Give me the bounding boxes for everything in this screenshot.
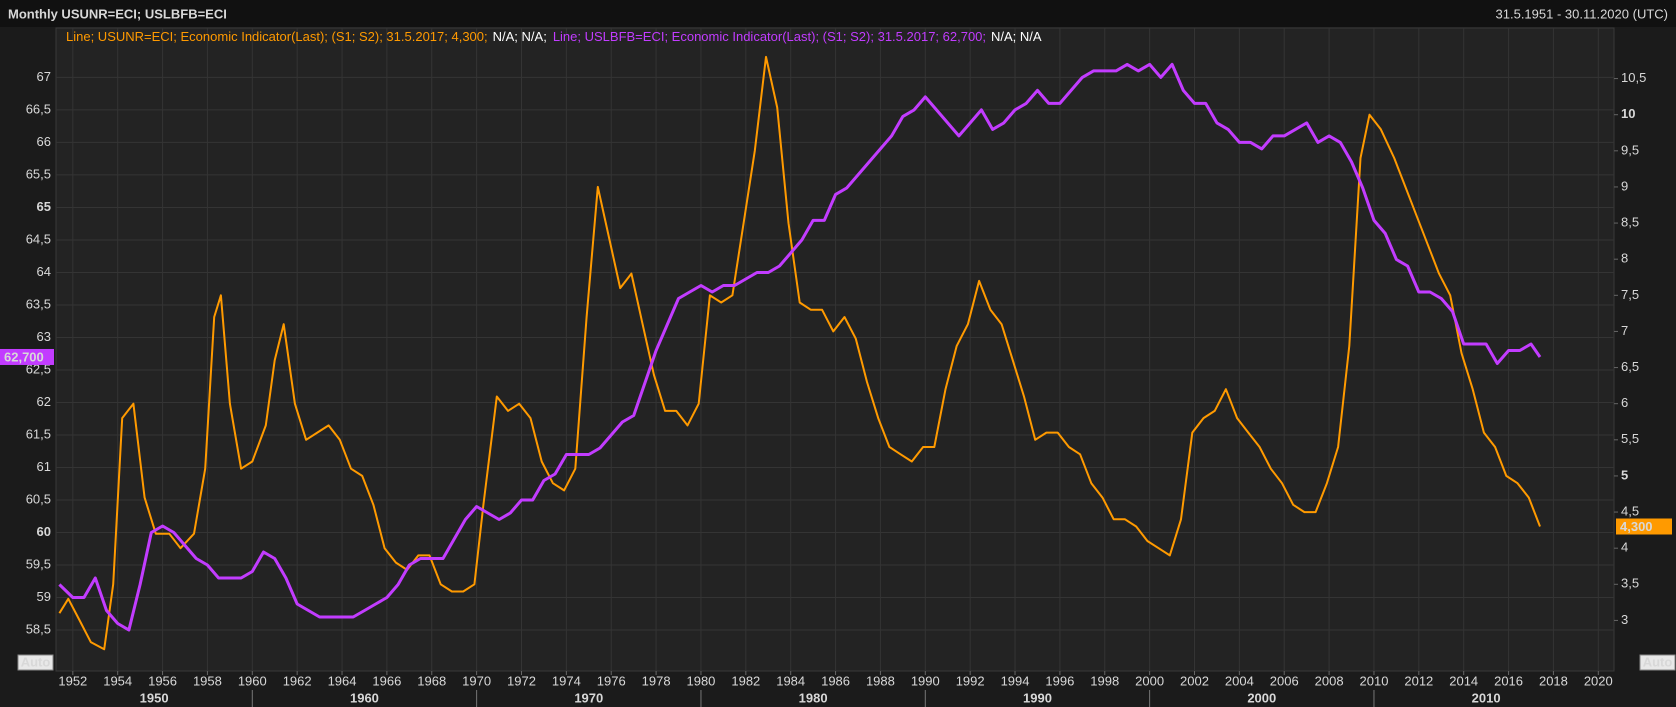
y-tick-label: 63 <box>37 329 51 344</box>
y2-tick-label: 6 <box>1621 395 1628 410</box>
last-value-badge <box>0 348 54 365</box>
decade-label: 1970 <box>574 690 603 705</box>
x-tick-label: 2000 <box>1135 673 1164 688</box>
x-tick-label: 1984 <box>776 673 805 688</box>
x-tick-label: 1986 <box>821 673 850 688</box>
auto-button-left-label[interactable]: Auto <box>21 654 51 669</box>
y-tick-label: 63,5 <box>26 296 51 311</box>
y-tick-label: 62,5 <box>26 361 51 376</box>
x-tick-label: 1966 <box>372 673 401 688</box>
legend-extra: N/A; N/A; <box>493 29 547 44</box>
x-tick-label: 1996 <box>1045 673 1074 688</box>
legend: Line; USUNR=ECI; Economic Indicator(Last… <box>66 29 1042 44</box>
decade-label: 1980 <box>799 690 828 705</box>
y2-tick-label: 6,5 <box>1621 359 1639 374</box>
last-value-badge <box>1616 518 1672 535</box>
x-tick-label: 2010 <box>1360 673 1389 688</box>
x-tick-label: 1952 <box>58 673 87 688</box>
date-range: 31.5.1951 - 30.11.2020 (UTC) <box>1496 6 1668 21</box>
decade-label: 2000 <box>1247 690 1276 705</box>
x-tick-label: 1956 <box>148 673 177 688</box>
decade-label: 1990 <box>1023 690 1052 705</box>
x-tick-label: 1962 <box>283 673 312 688</box>
y2-tick-label: 8,5 <box>1621 215 1639 230</box>
y2-tick-label: 9,5 <box>1621 142 1639 157</box>
y-tick-label: 65,5 <box>26 166 51 181</box>
y-tick-label: 64,5 <box>26 231 51 246</box>
last-value-label: 62,700 <box>4 349 44 364</box>
x-tick-label: 1978 <box>642 673 671 688</box>
x-tick-label: 1998 <box>1090 673 1119 688</box>
x-tick-label: 1970 <box>462 673 491 688</box>
x-tick-label: 1958 <box>193 673 222 688</box>
decade-label: 1960 <box>350 690 379 705</box>
y-tick-label: 64 <box>37 264 51 279</box>
x-tick-label: 2018 <box>1539 673 1568 688</box>
x-tick-label: 1960 <box>238 673 267 688</box>
y2-tick-label: 4 <box>1621 540 1628 555</box>
x-tick-label: 1972 <box>507 673 536 688</box>
y2-tick-label: 8 <box>1621 251 1628 266</box>
y-tick-label: 60,5 <box>26 491 51 506</box>
y-tick-label: 65 <box>37 199 51 214</box>
series-line <box>58 55 1541 651</box>
y2-tick-label: 10 <box>1621 106 1635 121</box>
decade-label: 2010 <box>1472 690 1501 705</box>
legend-entry: Line; USUNR=ECI; Economic Indicator(Last… <box>66 29 488 44</box>
legend-extra: N/A; N/A <box>991 29 1042 44</box>
x-tick-label: 1964 <box>328 673 357 688</box>
x-tick-label: 1982 <box>731 673 760 688</box>
legend-entry: Line; USLBFB=ECI; Economic Indicator(Las… <box>553 29 986 44</box>
y2-tick-label: 3 <box>1621 612 1628 627</box>
x-tick-label: 2016 <box>1494 673 1523 688</box>
x-tick-label: 1994 <box>1001 673 1030 688</box>
y-tick-label: 58,5 <box>26 621 51 636</box>
x-tick-label: 1968 <box>417 673 446 688</box>
last-value-label: 4,300 <box>1620 519 1653 534</box>
y2-tick-label: 7 <box>1621 323 1628 338</box>
decade-label: 1950 <box>140 690 169 705</box>
y-tick-label: 66,5 <box>26 101 51 116</box>
x-tick-label: 2020 <box>1584 673 1613 688</box>
x-tick-label: 2006 <box>1270 673 1299 688</box>
y-tick-label: 60 <box>37 524 51 539</box>
y-tick-label: 67 <box>37 69 51 84</box>
chart-title: Monthly USUNR=ECI; USLBFB=ECI <box>8 6 227 21</box>
y-tick-label: 59 <box>37 589 51 604</box>
y-tick-label: 66 <box>37 134 51 149</box>
auto-button-left[interactable] <box>17 654 54 671</box>
x-tick-label: 2014 <box>1449 673 1478 688</box>
y2-tick-label: 5,5 <box>1621 431 1639 446</box>
y-tick-label: 59,5 <box>26 556 51 571</box>
x-tick-label: 1974 <box>552 673 581 688</box>
x-tick-label: 1954 <box>103 673 132 688</box>
x-tick-label: 1980 <box>686 673 715 688</box>
x-tick-label: 2008 <box>1315 673 1344 688</box>
series-line <box>58 62 1542 632</box>
x-tick-label: 1976 <box>597 673 626 688</box>
y2-tick-label: 9 <box>1621 178 1628 193</box>
y2-tick-label: 10,5 <box>1621 70 1646 85</box>
x-tick-label: 1988 <box>866 673 895 688</box>
x-tick-label: 2002 <box>1180 673 1209 688</box>
y2-tick-label: 4,5 <box>1621 503 1639 518</box>
auto-button-right[interactable] <box>1639 654 1676 671</box>
y-tick-label: 61 <box>37 459 51 474</box>
plot-area <box>55 27 1615 672</box>
x-tick-label: 1990 <box>911 673 940 688</box>
auto-button-right-label[interactable]: Auto <box>1643 654 1673 669</box>
x-tick-label: 2004 <box>1225 673 1254 688</box>
y2-tick-label: 5 <box>1621 467 1628 482</box>
title-bar <box>0 0 1676 27</box>
y-tick-label: 61,5 <box>26 426 51 441</box>
x-tick-label: 2012 <box>1404 673 1433 688</box>
x-tick-label: 1992 <box>956 673 985 688</box>
y2-tick-label: 7,5 <box>1621 287 1639 302</box>
y2-tick-label: 3,5 <box>1621 576 1639 591</box>
y-tick-label: 62 <box>37 394 51 409</box>
